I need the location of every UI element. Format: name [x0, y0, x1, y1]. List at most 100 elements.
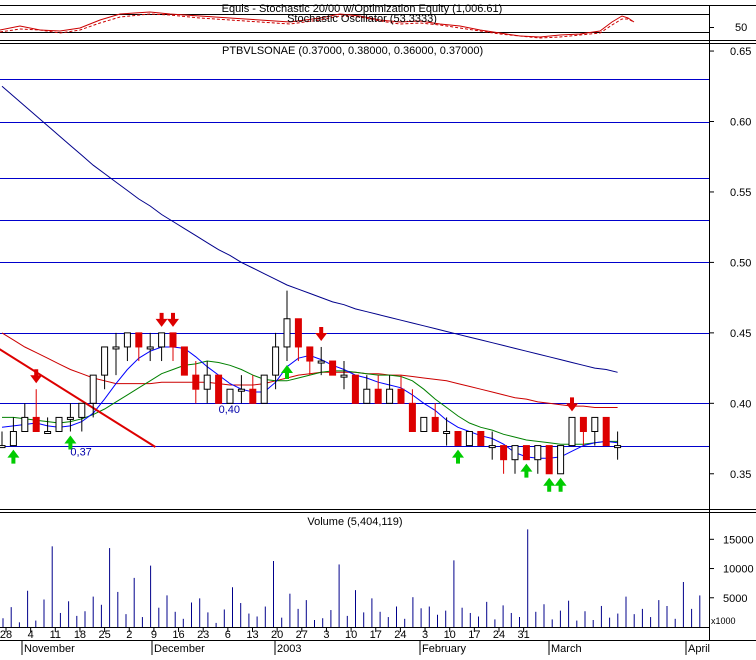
candle: [203, 361, 211, 404]
candle-body: [420, 416, 428, 432]
candle-body: [568, 416, 576, 447]
candle: [0, 431, 6, 449]
candle: [135, 332, 143, 362]
candle: [32, 389, 40, 432]
sell-arrow: [30, 369, 43, 384]
candle-body: [591, 416, 599, 432]
volume-tick-label: 5000: [723, 593, 747, 605]
candle-body: [374, 388, 382, 404]
x-tick-label: 3: [323, 629, 329, 641]
volume-bars: [2, 529, 701, 627]
candle-body: [317, 360, 325, 364]
candle-body: [522, 445, 530, 461]
stochastic-line: [0, 11, 635, 38]
candle: [340, 361, 348, 390]
candle: [260, 374, 268, 404]
candle-body: [66, 416, 74, 420]
candle: [522, 445, 530, 461]
candle: [329, 360, 337, 376]
x-tick-label: 24: [394, 629, 406, 641]
candle: [614, 431, 622, 460]
sell-arrow: [155, 312, 168, 327]
candle: [477, 431, 485, 447]
x-tick-label: 25: [98, 629, 110, 641]
candle-body: [545, 445, 553, 475]
x-tick-label: 20: [271, 629, 283, 641]
x-tick-label: 16: [172, 629, 184, 641]
x-tick-label: 6: [225, 629, 231, 641]
candle: [363, 375, 371, 404]
candle-body: [44, 431, 52, 434]
price-tick-label: 0.35: [730, 469, 751, 481]
candle-body: [340, 374, 348, 378]
x-tick-label: 2: [126, 629, 132, 641]
candle: [215, 374, 223, 404]
candle: [249, 375, 257, 404]
candle: [180, 346, 188, 376]
candle-body: [351, 374, 359, 404]
candle-body: [260, 374, 268, 404]
candle-body: [283, 318, 291, 348]
price-tick-label: 0.55: [730, 187, 751, 199]
candle: [465, 431, 473, 447]
candle: [431, 403, 439, 432]
candle-body: [180, 346, 188, 376]
buy-arrow: [520, 463, 533, 478]
volume-tick-label: 10000: [723, 564, 754, 576]
candle: [21, 403, 29, 432]
candle-body: [215, 374, 223, 404]
x-tick-label: 23: [197, 629, 209, 641]
candle-body: [431, 416, 439, 432]
month-label: April: [688, 643, 710, 655]
month-label: 2003: [277, 643, 301, 655]
candle: [443, 417, 451, 446]
x-tick-label: 31: [518, 629, 530, 641]
candle-body: [226, 388, 234, 404]
x-tick-label: 11: [50, 629, 61, 641]
candle-body: [9, 431, 17, 447]
candle: [488, 431, 496, 460]
candle-body: [101, 346, 109, 376]
candle-body: [386, 388, 394, 404]
candle: [317, 346, 325, 376]
candle-body: [158, 332, 166, 348]
volume-title: Volume (5,404,119): [307, 516, 402, 528]
price-title: PTBVLSONAE (0.37000, 0.38000, 0.36000, 0…: [222, 45, 483, 57]
candle: [44, 417, 52, 434]
candle: [579, 416, 587, 446]
candle: [557, 445, 565, 475]
candle: [9, 417, 17, 447]
candle-body: [408, 402, 416, 432]
x-tick-label: 17: [468, 629, 480, 641]
stochastic-panel: Equis - Stochastic 20/00 w/Optimization …: [0, 3, 747, 39]
volume-scale-label: x1000: [711, 616, 736, 626]
candle-body: [203, 374, 211, 390]
candle-body: [123, 332, 131, 348]
candle: [192, 361, 200, 404]
candle-body: [78, 402, 86, 418]
x-tick-label: 9: [151, 629, 157, 641]
price-annotation: 0,37: [70, 446, 91, 458]
candle: [78, 402, 86, 432]
candle: [226, 388, 234, 404]
candle: [374, 375, 382, 404]
candle-body: [192, 374, 200, 390]
month-label: December: [154, 643, 205, 655]
sell-arrow: [566, 397, 578, 412]
x-tick-label: 10: [444, 629, 456, 641]
candle-body: [602, 416, 610, 447]
candle-body: [397, 388, 405, 404]
candle-body: [32, 416, 40, 432]
candle-body: [557, 445, 565, 475]
candle: [545, 445, 553, 475]
x-tick-label: 24: [493, 629, 505, 641]
x-tick-label: 13: [246, 629, 258, 641]
candle-body: [500, 445, 508, 461]
stochastic-y-tick-label: 50: [735, 22, 747, 34]
candle-body: [511, 445, 519, 461]
candle: [534, 445, 542, 474]
candle-body: [465, 431, 473, 447]
candle: [386, 375, 394, 404]
